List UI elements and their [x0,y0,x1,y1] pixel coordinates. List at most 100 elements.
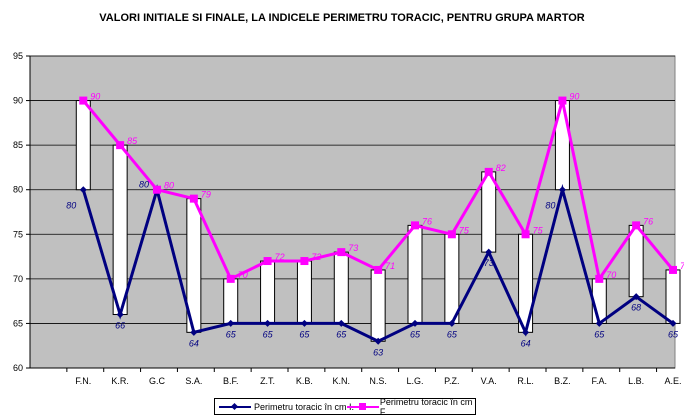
data-label-initial: 65 [410,329,421,339]
marker-final [337,248,346,257]
up-down-bar [260,260,276,324]
x-tick-label: A.E. [664,376,681,386]
data-label-final: 76 [422,216,432,226]
marker-initial [79,186,87,194]
marker-initial [558,186,566,194]
marker-final [558,96,567,105]
data-label-final: 82 [496,163,506,173]
marker-initial [227,319,235,327]
marker-initial [632,293,640,301]
legend: Perimetru toracic în cm I. Perimetru tor… [214,397,476,417]
legend-swatch-final [347,402,379,412]
marker-final [79,96,88,105]
up-down-bar [628,224,644,298]
marker-initial [522,328,530,336]
legend-item-initial: Perimetru toracic în cm I. [219,401,354,413]
marker-final [226,274,235,283]
y-tick-label: 65 [13,318,23,328]
y-tick-label: 85 [13,140,23,150]
legend-item-final: Perimetru toracic în cm F. [347,397,475,417]
data-label-initial: 64 [189,338,199,348]
data-label-initial: 65 [226,329,237,339]
up-down-bar [407,224,423,324]
x-tick-label: V.A. [481,376,497,386]
marker-initial [485,248,493,256]
data-label-initial: 65 [594,329,605,339]
y-tick-label: 60 [13,363,23,373]
data-label-initial: 66 [115,321,125,331]
up-down-bar [112,144,128,316]
marker-final [263,257,272,266]
chart-title: VALORI INITIALE SI FINALE, LA INDICELE P… [99,12,585,24]
data-label-initial: 64 [521,338,531,348]
data-label-initial: 63 [373,347,383,357]
x-tick-label: F.A. [592,376,608,386]
x-tick-label: N.S. [369,376,387,386]
marker-final [447,230,456,239]
data-label-final: 72 [311,252,321,262]
marker-final [116,141,125,150]
marker-initial [374,337,382,345]
up-down-bar [75,100,91,191]
marker-final [189,194,198,203]
y-tick-label: 95 [13,51,23,61]
data-labels: 90 85 80 79 70 72 72 73 71 76 75 82 75 90 70 76 71 80 66 80… [66,92,684,358]
marker-final [595,274,604,283]
legend-label-final: Perimetru toracic în cm F. [379,397,473,417]
x-tick-label: P.Z. [444,376,459,386]
data-label-final: 70 [238,270,248,280]
diamond-icon [230,402,239,411]
data-label-initial: 65 [447,329,458,339]
x-tick-label: K.B. [296,376,313,386]
y-tick-label: 70 [13,274,23,284]
y-axis: 60 65 70 75 80 85 90 95 [13,51,31,373]
marker-final [153,185,161,194]
x-tick-label: L.G. [406,376,423,386]
data-label-initial: 65 [263,329,274,339]
y-tick-label: 75 [13,229,23,239]
x-tick-label: L.B. [628,376,644,386]
data-label-initial: 68 [631,303,641,313]
data-label-final: 73 [348,243,358,253]
y-tick-label: 90 [13,96,23,106]
data-label-final: 80 [164,181,174,191]
marker-initial [448,319,456,327]
marker-final [300,257,309,266]
marker-final [669,265,677,274]
data-label-final: 76 [643,216,653,226]
up-down-bar [481,171,497,253]
marker-final [632,221,641,230]
marker-final [374,265,383,274]
data-label-final: 90 [569,92,579,102]
x-tick-label: R.L. [517,376,534,386]
series-markers [79,96,677,345]
legend-swatch-initial [219,402,251,412]
data-label-final: 75 [459,225,470,235]
x-axis: F.N. K.R. G.C S.A. B.F. Z.T. K.B. K.N. N.S. L.G. P… [30,367,682,386]
data-label-final: 75 [533,225,544,235]
data-label-initial: 80 [545,201,555,211]
marker-initial [337,319,345,327]
x-tick-label: B.Z. [554,376,571,386]
data-label-initial: 80 [66,201,76,211]
marker-initial [300,319,308,327]
marker-initial [669,319,677,327]
marker-initial [411,319,419,327]
data-label-final: 71 [680,261,684,271]
data-label-final: 90 [90,92,100,102]
data-label-initial: 80 [139,180,149,190]
data-label-initial: 65 [336,329,347,339]
data-label-initial: 73 [484,258,494,268]
legend-label-initial: Perimetru toracic în cm I. [254,402,355,412]
data-label-initial: 65 [299,329,310,339]
data-label-initial: 65 [668,329,679,339]
marker-final [411,221,419,230]
marker-final [521,230,530,239]
up-down-bar [370,269,386,342]
up-down-bar [296,260,312,324]
x-tick-label: G.C [149,376,166,386]
x-tick-label: K.N. [333,376,351,386]
marker-initial [595,319,603,327]
data-label-final: 72 [275,252,285,262]
